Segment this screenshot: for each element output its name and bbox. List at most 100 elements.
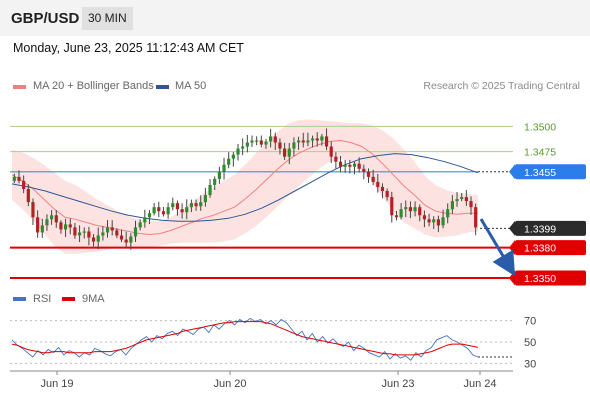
candle-body	[329, 146, 333, 157]
candle-body	[138, 222, 142, 228]
candle-body	[399, 209, 403, 218]
candle-body	[166, 207, 170, 215]
x-axis-layer: Jun 19 Jun 20 Jun 23 Jun 24	[40, 371, 497, 390]
candle-body	[273, 136, 277, 143]
candle-body	[255, 140, 259, 142]
x-tick-1: Jun 20	[213, 378, 246, 390]
rsi-line	[11, 317, 479, 361]
candle-body	[469, 201, 473, 208]
candle-body	[250, 140, 254, 143]
candle-body	[376, 181, 380, 187]
candle-body	[157, 207, 161, 212]
candle-body	[450, 201, 454, 210]
candle-body	[390, 197, 394, 216]
candle-body	[385, 191, 389, 198]
candle-body	[73, 227, 77, 236]
candle-body	[371, 176, 375, 182]
price-tag-bg-2	[515, 164, 586, 180]
candle-body	[404, 207, 408, 210]
candle-body	[357, 163, 361, 169]
candle-body	[310, 138, 315, 141]
timeframe-button[interactable]: 30 MIN	[82, 7, 133, 30]
candle-body	[189, 203, 194, 208]
price-tag-5: 1.3350	[524, 273, 556, 285]
candle-body	[343, 164, 347, 167]
rsi-swatch	[13, 297, 26, 301]
candle-body	[320, 136, 324, 141]
price-tag-4: 1.3380	[524, 243, 556, 255]
candle-body	[54, 215, 58, 223]
rsi-lines-layer	[11, 317, 513, 361]
candles-layer	[12, 128, 478, 250]
candle-body	[436, 219, 440, 226]
candle-body	[180, 209, 184, 213]
candle-body	[110, 227, 114, 231]
candle-body	[77, 232, 82, 236]
candle-body	[408, 207, 413, 212]
candle-body	[334, 156, 338, 162]
candle-body	[12, 176, 16, 181]
candle-body	[96, 235, 100, 242]
rsi-tick-1: 50	[524, 337, 536, 349]
candle-body	[269, 136, 273, 142]
price-tag-pointer-2	[509, 164, 515, 180]
candle-body	[460, 197, 464, 200]
candle-body	[31, 202, 35, 218]
candle-body	[394, 215, 399, 218]
candle-body	[441, 217, 445, 226]
candle-body	[366, 171, 371, 177]
candle-body	[217, 171, 221, 179]
candle-body	[352, 163, 357, 167]
rsi-tick-0: 70	[524, 316, 536, 328]
rsi-tick-2: 30	[524, 358, 536, 370]
candle-body	[194, 203, 198, 207]
candle-body	[278, 142, 282, 149]
candle-body	[427, 219, 431, 223]
candle-body	[59, 222, 63, 230]
legend-ma20-bb: MA 20 + Bollinger Bands	[33, 80, 154, 92]
chart-header: GBP/USD 30 MIN	[0, 0, 590, 36]
candle-body	[241, 146, 245, 149]
candle-body	[87, 231, 91, 238]
price-tag-pointer-3	[509, 220, 515, 236]
bollinger-band-fill	[12, 119, 478, 254]
candle-body	[161, 211, 166, 215]
candle-body	[422, 215, 427, 220]
candle-body	[129, 236, 133, 243]
price-tag-0: 1.3500	[524, 121, 556, 133]
candle-body	[446, 209, 450, 218]
level-lines-layer	[10, 125, 513, 279]
x-tick-0: Jun 19	[40, 378, 73, 390]
ma20-swatch	[13, 85, 26, 89]
credit-text: Research © 2025 Trading Central	[423, 80, 580, 92]
symbol-label: GBP/USD	[11, 10, 80, 27]
candle-body	[455, 199, 459, 202]
candle-body	[231, 154, 235, 159]
candle-body	[101, 232, 105, 236]
candle-body	[292, 142, 296, 149]
price-tag-2: 1.3455	[524, 167, 556, 179]
candle-body	[306, 140, 310, 143]
legend-rsi: RSI	[33, 293, 52, 305]
rsi-ma-swatch	[62, 297, 75, 301]
price-tag-bg-5	[515, 270, 586, 286]
candle-body	[418, 207, 422, 216]
candle-body	[245, 142, 249, 147]
candle-body	[133, 227, 138, 237]
candle-body	[324, 136, 329, 147]
candle-body	[26, 188, 30, 203]
candle-body	[82, 231, 86, 233]
candle-body	[315, 138, 319, 141]
candle-body	[152, 207, 156, 214]
candle-body	[22, 180, 26, 189]
x-tick-3: Jun 24	[463, 378, 496, 390]
candle-body	[115, 230, 119, 236]
candle-body	[143, 217, 147, 223]
candle-body	[124, 239, 128, 243]
candle-body	[63, 224, 68, 230]
candle-body	[301, 140, 305, 143]
candle-body	[236, 148, 240, 155]
candle-body	[338, 161, 343, 167]
ma50-swatch	[156, 85, 169, 89]
candle-body	[222, 164, 226, 172]
